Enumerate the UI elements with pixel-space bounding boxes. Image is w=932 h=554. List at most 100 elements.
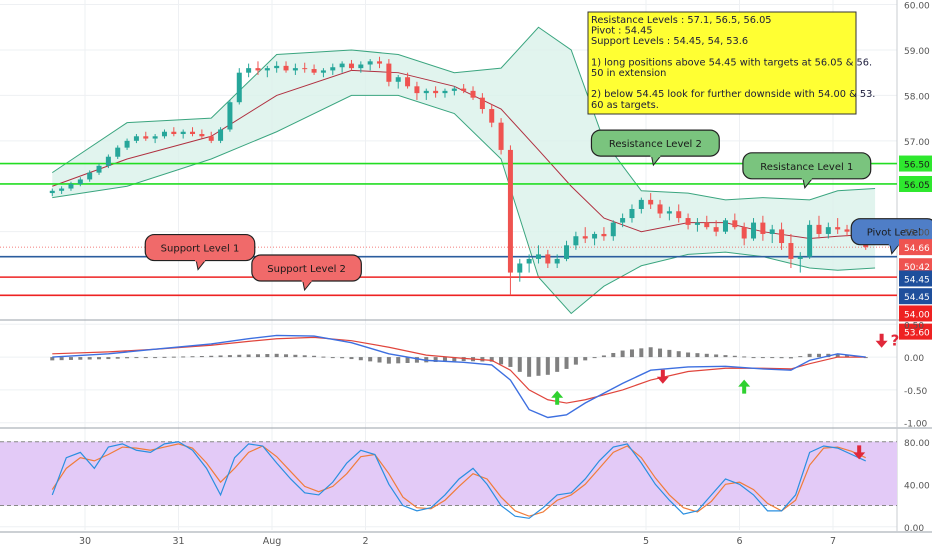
macd-histogram-bar bbox=[676, 351, 681, 358]
candle-body bbox=[59, 188, 65, 191]
price-badge-bg bbox=[899, 270, 932, 287]
candle-body bbox=[507, 149, 513, 273]
candle bbox=[489, 104, 495, 128]
candle-body bbox=[236, 72, 242, 103]
macd-histogram-bar bbox=[732, 355, 737, 358]
candle bbox=[666, 206, 672, 221]
macd-histogram-bar bbox=[648, 347, 653, 358]
candle-body bbox=[190, 131, 196, 135]
macd-histogram-bar bbox=[658, 348, 663, 358]
macd-histogram-bar bbox=[396, 357, 401, 364]
candle-body bbox=[339, 63, 345, 68]
callout-text: Support Level 2 bbox=[267, 264, 346, 275]
candle bbox=[545, 249, 551, 269]
macd-histogram-bar bbox=[199, 356, 204, 358]
candle bbox=[788, 233, 794, 269]
stoch-tick-label: 40.00 bbox=[904, 481, 930, 491]
candle bbox=[339, 61, 345, 73]
analysis-note: Resistance Levels : 57.1, 56.5, 56.05Piv… bbox=[587, 11, 875, 115]
candle-body bbox=[227, 102, 233, 130]
macd-histogram-bar bbox=[620, 350, 625, 358]
price-badge: 50:42 bbox=[899, 258, 932, 275]
candle-body bbox=[601, 233, 607, 237]
candle bbox=[124, 138, 130, 150]
candle bbox=[161, 129, 167, 139]
macd-histogram-bar bbox=[723, 355, 728, 358]
price-badge: 56.05 bbox=[899, 175, 932, 192]
candle bbox=[311, 64, 317, 75]
callout-label: Support Level 2 bbox=[251, 254, 362, 292]
candle bbox=[377, 56, 383, 69]
macd-histogram-bar bbox=[816, 353, 821, 358]
price-badge: 54.45 bbox=[899, 270, 932, 287]
candle bbox=[414, 81, 420, 100]
candle-body bbox=[49, 190, 55, 194]
candle-body bbox=[573, 236, 579, 246]
candle bbox=[685, 213, 691, 230]
candle bbox=[199, 129, 205, 139]
candle bbox=[264, 65, 270, 78]
macd-histogram-bar bbox=[358, 357, 363, 361]
candle-body bbox=[218, 129, 224, 141]
candle-body bbox=[816, 224, 822, 234]
candle-body bbox=[199, 134, 205, 137]
candle-body bbox=[769, 229, 775, 234]
time-tick-label: 31 bbox=[172, 536, 184, 547]
price-tick-label: 58.00 bbox=[904, 92, 930, 102]
candle bbox=[694, 218, 700, 232]
stoch-d-line bbox=[51, 443, 866, 517]
price-badge-bg bbox=[899, 258, 932, 275]
macd-tick-label: 0.00 bbox=[904, 354, 924, 364]
candle-body bbox=[526, 258, 532, 264]
price-badge: 53.60 bbox=[899, 323, 932, 340]
candle-body bbox=[788, 243, 794, 259]
candle-body bbox=[377, 61, 383, 64]
question-mark: ? bbox=[891, 332, 900, 350]
candle bbox=[760, 215, 766, 241]
candle bbox=[302, 62, 308, 73]
macd-histogram-bar bbox=[611, 352, 616, 358]
candle-body bbox=[292, 68, 298, 71]
candle bbox=[461, 84, 467, 94]
macd-histogram-bar bbox=[573, 357, 578, 365]
price-badge-bg bbox=[899, 288, 932, 305]
candle-body bbox=[442, 90, 448, 94]
macd-histogram-bar bbox=[564, 357, 569, 369]
candle bbox=[255, 61, 261, 75]
candle bbox=[620, 213, 626, 228]
macd-histogram-bar bbox=[788, 357, 793, 359]
candle bbox=[442, 88, 448, 98]
macd-histogram-bar bbox=[227, 355, 232, 358]
macd-tick-label: 0.50 bbox=[904, 321, 924, 331]
candle bbox=[816, 215, 822, 239]
candle bbox=[676, 204, 682, 223]
price-badge-text: 54.00 bbox=[904, 310, 930, 320]
candle bbox=[610, 220, 616, 241]
candle-body bbox=[133, 136, 139, 141]
note-line: 50 in extension bbox=[591, 68, 666, 79]
macd-histogram-bar bbox=[433, 357, 438, 363]
candle-body bbox=[96, 165, 102, 173]
macd-histogram-bar bbox=[190, 356, 195, 358]
candle-body bbox=[255, 68, 261, 71]
candle-body bbox=[629, 208, 635, 219]
macd-histogram-bar bbox=[405, 357, 410, 363]
candle-body bbox=[161, 131, 167, 137]
macd-histogram-bar bbox=[536, 357, 541, 376]
time-tick-label: Aug bbox=[263, 536, 282, 547]
candle bbox=[779, 222, 785, 250]
candle bbox=[592, 231, 598, 246]
candle bbox=[348, 59, 354, 71]
candle bbox=[648, 193, 654, 209]
candle-body bbox=[451, 88, 457, 91]
macd-histogram-bar bbox=[321, 356, 326, 358]
candle-body bbox=[535, 254, 541, 259]
candle bbox=[629, 204, 635, 223]
macd-line bbox=[52, 334, 866, 419]
candle-body bbox=[592, 233, 598, 239]
candle bbox=[722, 218, 728, 234]
callout-label: Resistance Level 2 bbox=[590, 129, 720, 167]
candle-body bbox=[105, 156, 111, 166]
